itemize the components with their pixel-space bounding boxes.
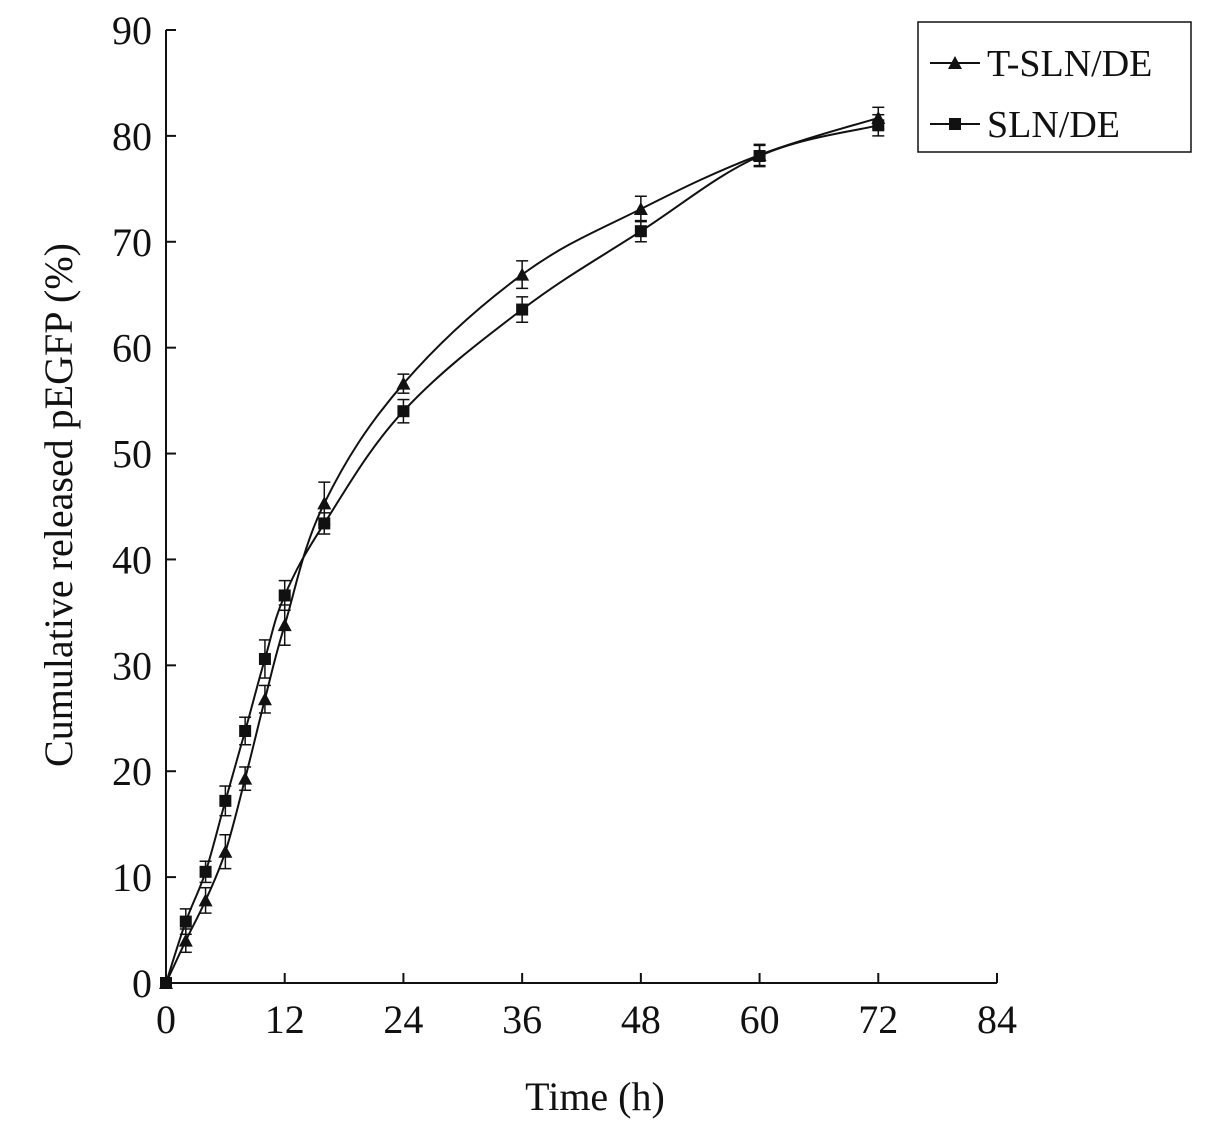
x-tick-label: 72: [858, 997, 898, 1042]
x-tick-label: 0: [156, 997, 176, 1042]
data-point-square: [397, 405, 410, 418]
data-point-square: [634, 225, 647, 238]
data-point-triangle: [238, 771, 253, 785]
legend: T-SLN/DE SLN/DE: [917, 21, 1192, 153]
series-t-sln-de: [159, 106, 886, 989]
series-line: [165, 124, 879, 984]
data-point-square: [179, 915, 192, 928]
legend-marker-triangle-icon: [948, 56, 962, 69]
data-point-square: [318, 517, 331, 530]
y-tick-label: 0: [132, 961, 152, 1006]
series-sln-de: [160, 113, 885, 989]
y-tick-label: 60: [112, 326, 152, 371]
data-point-triangle: [257, 692, 272, 706]
data-point-square: [239, 724, 252, 737]
x-axis-label: Time (h): [525, 1074, 665, 1119]
data-point-square: [753, 150, 766, 163]
y-tick-label: 10: [112, 855, 152, 900]
x-tick-label: 60: [740, 997, 780, 1042]
x-tick-label: 84: [977, 997, 1017, 1042]
x-tick-label: 12: [265, 997, 305, 1042]
x-tick-label: 36: [502, 997, 542, 1042]
data-point-square: [160, 977, 172, 989]
data-point-triangle: [515, 267, 530, 281]
data-point-square: [278, 589, 291, 602]
data-point-triangle: [633, 201, 648, 215]
y-tick-label: 20: [112, 749, 152, 794]
x-tick-label: 24: [383, 997, 423, 1042]
data-point-triangle: [396, 376, 411, 390]
axes: [165, 30, 997, 984]
y-tick-label: 30: [112, 643, 152, 688]
legend-label-t-sln-de: T-SLN/DE: [987, 43, 1152, 85]
data-point-triangle: [198, 893, 213, 907]
data-point-triangle: [218, 844, 233, 858]
data-point-square: [872, 119, 885, 132]
y-tick-label: 90: [112, 8, 152, 53]
y-tick-label: 70: [112, 220, 152, 265]
x-tick-label: 48: [621, 997, 661, 1042]
series-line: [165, 116, 879, 984]
y-tick-label: 40: [112, 537, 152, 582]
y-tick-label: 50: [112, 432, 152, 477]
data-point-square: [219, 794, 232, 807]
data-point-square: [516, 303, 529, 316]
legend-label-sln-de: SLN/DE: [987, 104, 1120, 146]
data-point-triangle: [277, 618, 292, 632]
data-point-square: [258, 652, 271, 665]
data-point-triangle: [178, 933, 193, 947]
x-ticks: 0 12 24 36 48 60 72 84: [156, 973, 1017, 1042]
legend-marker-square-icon: [949, 118, 961, 130]
y-ticks: 0 10 20 30 40 50 60 70 80 90: [112, 8, 176, 1006]
series-layer: [159, 106, 886, 989]
legend-box: [917, 21, 1192, 153]
y-axis-label: Cumulative released pEGFP (%): [36, 243, 81, 767]
data-point-triangle: [317, 496, 332, 510]
y-tick-label: 80: [112, 114, 152, 159]
data-point-square: [199, 865, 212, 878]
